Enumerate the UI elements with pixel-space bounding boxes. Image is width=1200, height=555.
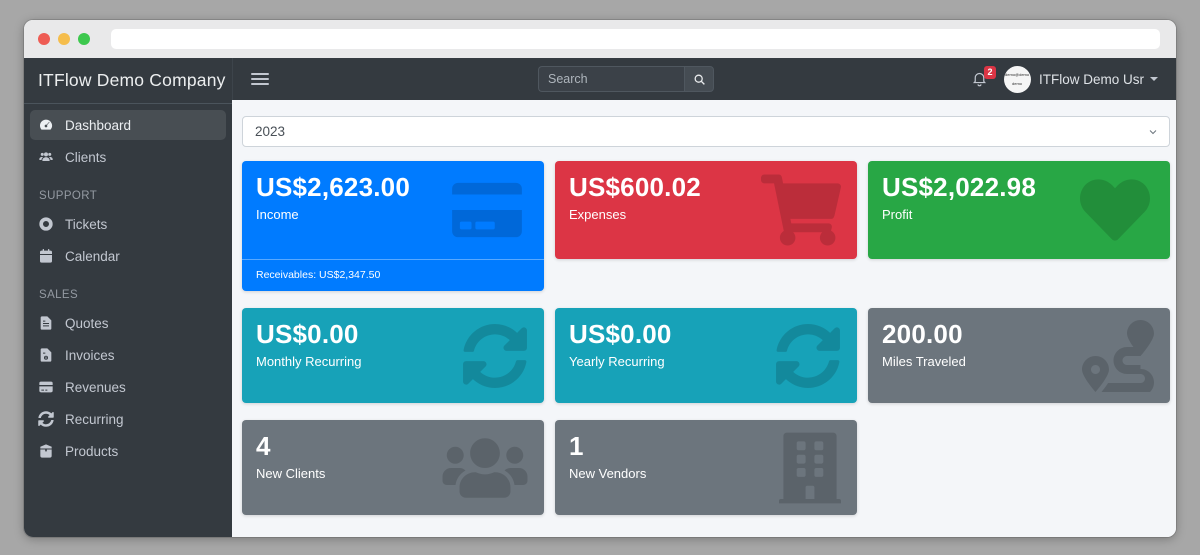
sync-icon [463,323,527,388]
window-controls [38,33,90,45]
sidebar-item-dashboard[interactable]: Dashboard [30,110,226,140]
users-icon [39,152,53,161]
stats-row-1: US$2,623.00 Income Receivables: US$2,347… [242,161,1170,291]
card-label: Monthly Recurring [256,354,362,370]
notifications-button[interactable]: 2 [971,66,996,88]
search-icon [694,74,705,85]
search-button[interactable] [684,66,714,92]
profit-card: US$2,022.98 Profit [868,161,1170,259]
brand-title: ITFlow Demo Company [24,58,232,104]
card-value: US$2,623.00 [256,172,410,202]
income-card: US$2,623.00 Income Receivables: US$2,347… [242,161,544,291]
expenses-card: US$600.02 Expenses [555,161,857,259]
browser-chrome [24,20,1176,58]
credit-card-icon [452,182,522,238]
sync-icon [776,323,840,388]
card-value: US$2,022.98 [882,172,1036,202]
card-value: 4 [256,431,271,461]
bell-icon [972,72,987,87]
calendar-icon [40,249,52,263]
card-value: US$600.02 [569,172,701,202]
sidebar-item-label: Invoices [65,347,115,363]
card-value: US$0.00 [256,319,359,349]
sidebar-item-label: Products [65,443,119,459]
sidebar-nav: Dashboard Clients SUPPORT Tickets Calend… [24,104,232,468]
sidebar-item-recurring[interactable]: Recurring [30,404,226,434]
new-vendors-card: 1 New Vendors [555,420,857,515]
chevron-down-icon [1150,77,1158,81]
user-menu-button[interactable]: ITFlow Demo Usr [1039,72,1158,87]
sidebar-item-label: Revenues [65,379,126,395]
credit-card-icon [39,381,53,393]
sidebar-item-label: Clients [65,149,107,165]
sidebar-item-revenues[interactable]: Revenues [30,372,226,402]
card-label: Miles Traveled [882,354,966,370]
file-icon [40,316,52,330]
file-invoice-dollar-icon [40,348,52,362]
card-label: New Vendors [569,466,647,482]
year-select-value: 2023 [255,124,286,139]
menu-toggle-icon[interactable] [251,73,269,85]
top-navbar: 2 demo@demo demo ITFlow Demo Usr [232,58,1176,100]
sidebar-item-calendar[interactable]: Calendar [30,241,226,271]
new-clients-card: 4 New Clients [242,420,544,515]
main-content: 2023 US$2,623.00 Income Receivables: US$… [232,100,1176,537]
users-icon [442,437,528,498]
heart-icon [1079,179,1150,241]
yearly-recurring-card: US$0.00 Yearly Recurring [555,308,857,403]
search-group [538,66,714,92]
stats-row-3: 4 New Clients 1 New Vendors [242,420,1170,515]
close-window-button[interactable] [38,33,50,45]
avatar-text: demo [1012,81,1023,86]
shopping-cart-icon [761,174,841,246]
maximize-window-button[interactable] [78,33,90,45]
avatar[interactable]: demo@demo demo [1003,65,1031,93]
tachometer-icon [40,119,53,130]
card-label: Profit [882,207,913,223]
stats-row-2: US$0.00 Monthly Recurring US$0.00 Yearly… [242,308,1170,403]
user-name: ITFlow Demo Usr [1038,71,1144,87]
route-icon [1082,319,1154,392]
sidebar-item-label: Calendar [65,248,120,264]
sidebar-item-label: Tickets [65,216,108,232]
search-input[interactable] [538,66,684,92]
card-label: Income [256,207,299,223]
sidebar-item-clients[interactable]: Clients [30,142,226,172]
card-label: Yearly Recurring [569,354,665,370]
card-footer: Receivables: US$2,347.50 [242,259,544,291]
card-label: Expenses [569,207,627,223]
sidebar-item-label: Recurring [65,411,124,427]
monthly-recurring-card: US$0.00 Monthly Recurring [242,308,544,403]
sidebar-item-label: Dashboard [65,117,132,133]
navbar-right: 2 demo@demo demo ITFlow Demo Usr [971,65,1158,93]
sidebar-item-label: Quotes [65,315,109,331]
building-icon [779,432,841,503]
url-bar[interactable] [111,29,1160,49]
miles-traveled-card: 200.00 Miles Traveled [868,308,1170,403]
life-ring-icon [39,217,53,231]
sync-icon [38,411,54,427]
sidebar-section-sales: SALES [39,289,79,301]
minimize-window-button[interactable] [58,33,70,45]
card-value: 1 [569,431,584,461]
browser-window: ITFlow Demo Company Dashboard Clients SU… [24,20,1176,537]
sidebar-section-support: SUPPORT [39,190,98,202]
card-value: 200.00 [882,319,963,349]
sidebar: ITFlow Demo Company Dashboard Clients SU… [24,58,232,537]
card-value: US$0.00 [569,319,672,349]
card-label: New Clients [256,466,326,482]
avatar-text: demo@demo [1005,72,1030,77]
year-select[interactable]: 2023 [242,116,1170,147]
sidebar-item-invoices[interactable]: Invoices [30,340,226,370]
notification-badge: 2 [983,66,996,79]
sidebar-item-products[interactable]: Products [30,436,226,466]
box-icon [40,444,52,458]
sidebar-item-tickets[interactable]: Tickets [30,209,226,239]
chevron-down-icon [1149,129,1157,134]
sidebar-item-quotes[interactable]: Quotes [30,308,226,338]
